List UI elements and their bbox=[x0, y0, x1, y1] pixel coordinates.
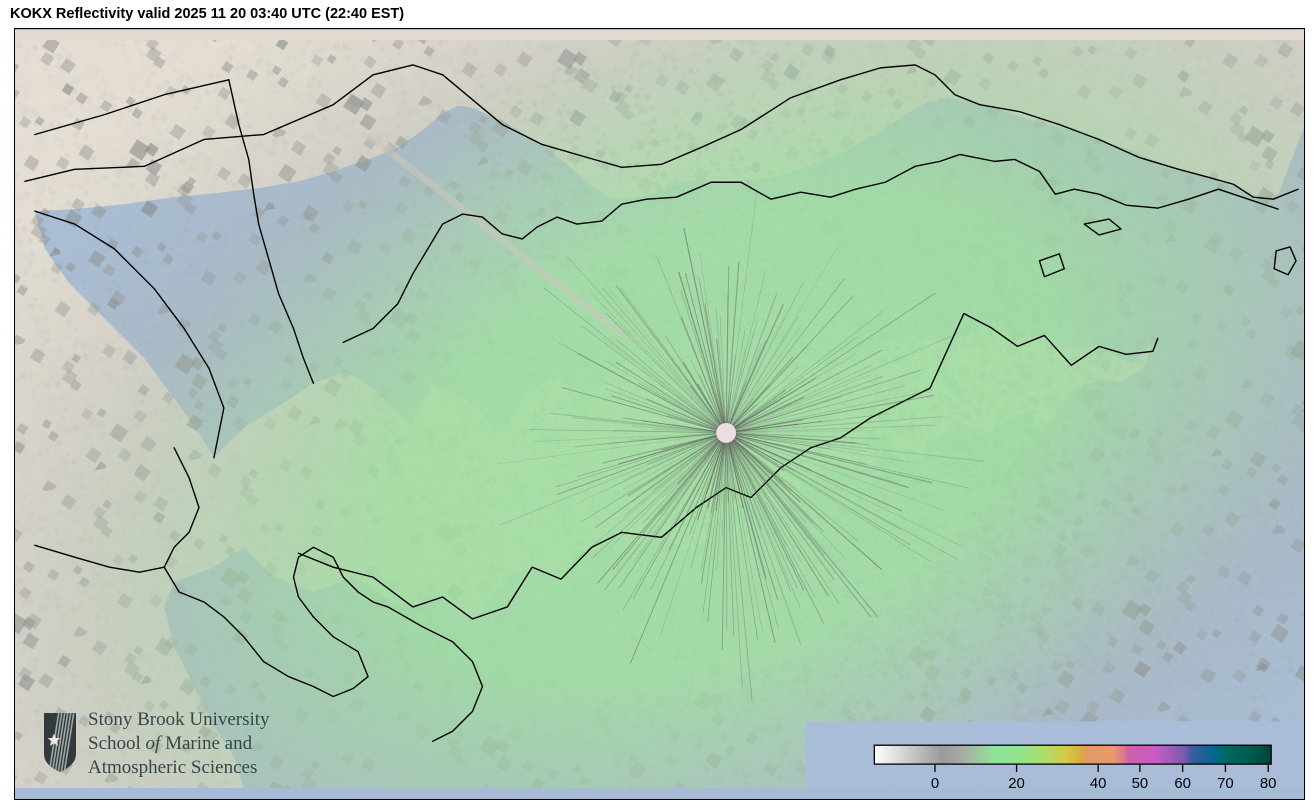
svg-text:40: 40 bbox=[1090, 776, 1107, 792]
svg-text:80: 80 bbox=[1260, 776, 1277, 792]
svg-text:0: 0 bbox=[931, 776, 939, 792]
svg-text:60: 60 bbox=[1174, 776, 1191, 792]
svg-text:50: 50 bbox=[1132, 776, 1149, 792]
svg-text:20: 20 bbox=[1008, 776, 1025, 792]
svg-text:70: 70 bbox=[1217, 776, 1234, 792]
